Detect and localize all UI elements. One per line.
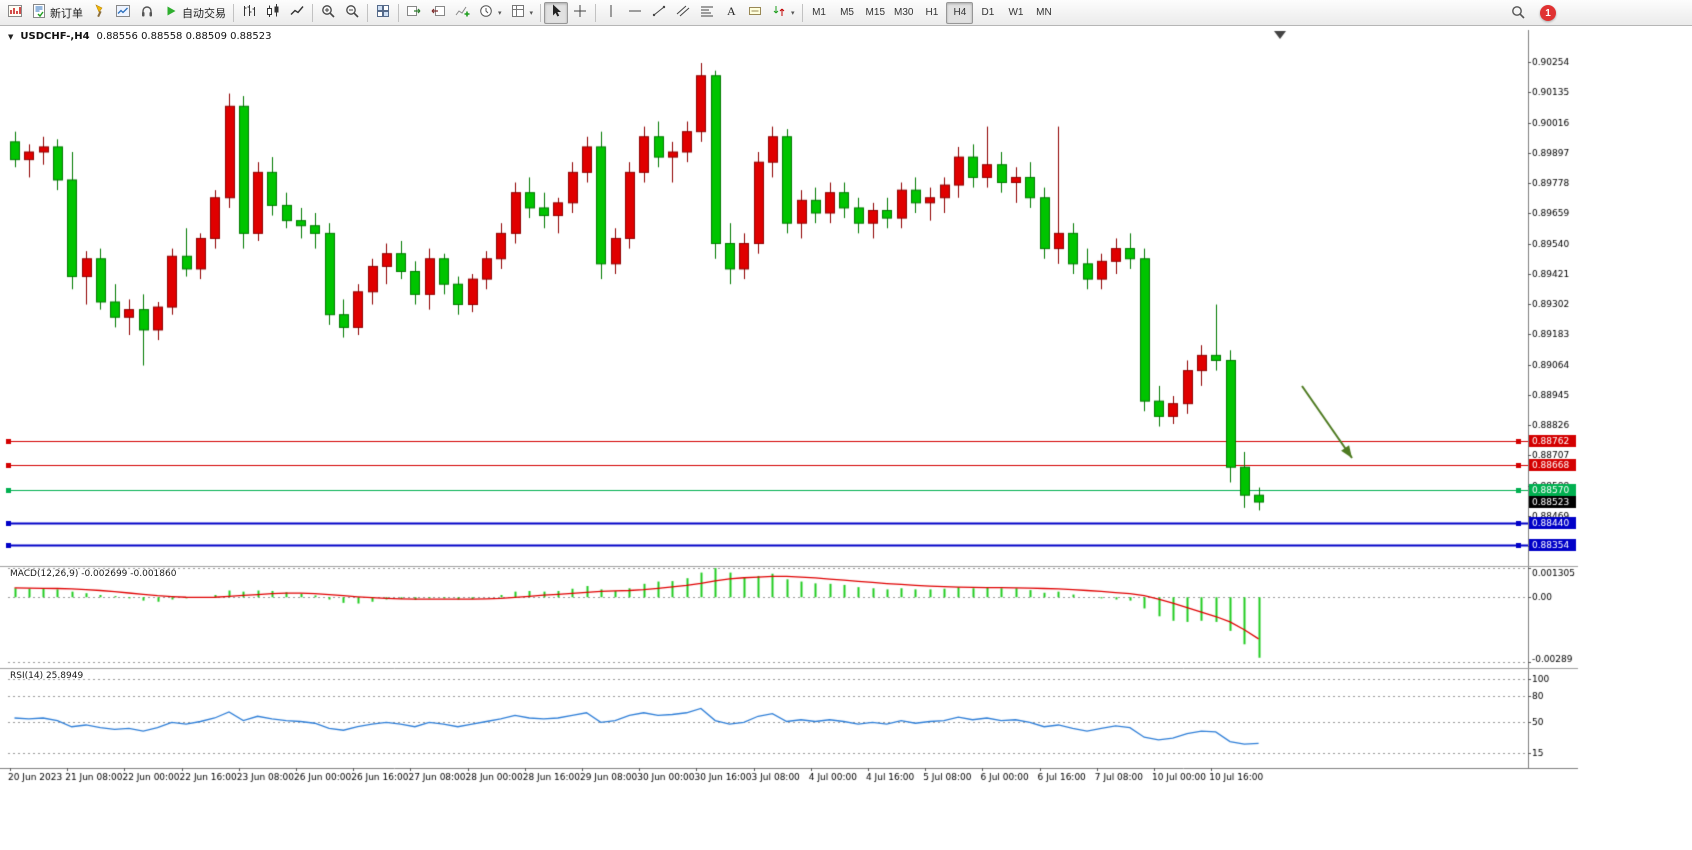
arrows-button[interactable]: ▾ — [767, 2, 799, 24]
notification-badge[interactable]: 1 — [1540, 5, 1556, 21]
trendline-button[interactable] — [647, 2, 671, 24]
torch-icon — [91, 3, 107, 22]
crosshair-icon — [572, 3, 588, 22]
trendline-icon — [651, 3, 667, 22]
fibonacci-icon — [699, 3, 715, 22]
horizontal-line-icon — [627, 3, 643, 22]
vertical-line-button[interactable] — [599, 2, 623, 24]
rsi-indicator-label: RSI(14) 25.8949 — [10, 671, 84, 681]
search-icon — [1510, 4, 1526, 23]
text-label-button[interactable] — [743, 2, 767, 24]
line-chart-button[interactable] — [285, 2, 309, 24]
new-order-icon — [31, 3, 47, 22]
chart-shift-button[interactable] — [426, 2, 450, 24]
chevron-down-icon: ▾ — [498, 9, 502, 17]
text-icon: A — [723, 3, 739, 22]
toolbar-right-group: 1 — [1506, 2, 1556, 24]
cursor-button[interactable] — [544, 1, 569, 24]
timeframe-m1-button[interactable]: M1 — [806, 2, 833, 24]
zoom-in-button[interactable] — [316, 2, 340, 24]
sound-button[interactable] — [135, 2, 159, 24]
chart-title: ▼ USDCHF-,H4 0.88556 0.88558 0.88509 0.8… — [8, 31, 271, 42]
search-button[interactable] — [1506, 2, 1530, 24]
toolbar-separator — [233, 3, 234, 22]
toolbar-separator — [801, 3, 803, 22]
timeframe-h4-button[interactable]: H4 — [946, 1, 974, 24]
chart-expander-icon[interactable]: ▼ — [8, 32, 14, 41]
autotrading-button[interactable]: 自动交易 — [159, 2, 230, 24]
new-order-label: 新订单 — [50, 7, 83, 20]
new-chart-icon — [7, 3, 23, 22]
text-label-icon — [747, 3, 763, 22]
macd-indicator-label: MACD(12,26,9) -0.002699 -0.001860 — [10, 569, 177, 579]
periods-button[interactable]: ▾ — [474, 2, 506, 24]
timeframe-m30-button[interactable]: M30 — [890, 2, 917, 24]
timeframe-m15-button[interactable]: M15 — [862, 2, 889, 24]
zoom-in-icon — [320, 3, 336, 22]
timeframe-group: M1 M5 M15 M30 H1 H4 D1 W1 MN — [806, 1, 1058, 24]
line-chart-icon — [289, 3, 305, 22]
auto-scroll-button[interactable] — [402, 2, 426, 24]
candlestick-chart-button[interactable] — [261, 2, 285, 24]
text-button[interactable]: A — [719, 2, 743, 24]
toolbar-separator — [595, 3, 597, 22]
svg-text:A: A — [727, 4, 736, 18]
clock-icon — [478, 3, 494, 22]
toolbar-separator — [540, 3, 542, 22]
equidistant-channel-button[interactable] — [671, 2, 695, 24]
timeframe-d1-button[interactable]: D1 — [974, 2, 1001, 24]
horizontal-line-button[interactable] — [623, 2, 647, 24]
timeframe-w1-button[interactable]: W1 — [1002, 2, 1029, 24]
toolbar-separator — [312, 3, 313, 22]
vertical-line-icon — [603, 3, 619, 22]
zoom-out-button[interactable] — [340, 2, 364, 24]
market-watch-icon — [115, 3, 131, 22]
channel-icon — [675, 3, 691, 22]
crosshair-button[interactable] — [568, 2, 592, 24]
spotlight-button[interactable] — [87, 2, 111, 24]
toolbar-separator — [367, 3, 368, 22]
chevron-down-icon: ▾ — [791, 9, 795, 17]
toolbar-separator — [398, 3, 399, 22]
autotrading-play-icon — [163, 3, 179, 22]
new-order-button[interactable]: 新订单 — [27, 2, 87, 24]
bar-chart-icon — [241, 3, 257, 22]
templates-icon — [510, 3, 526, 22]
autotrading-label: 自动交易 — [182, 7, 226, 20]
indicators-button[interactable] — [450, 2, 474, 24]
timeframe-mn-button[interactable]: MN — [1030, 2, 1057, 24]
market-watch-button[interactable] — [111, 2, 135, 24]
ohlc-values: 0.88556 0.88558 0.88509 0.88523 — [96, 31, 272, 42]
headphones-icon — [139, 3, 155, 22]
zoom-out-icon — [344, 3, 360, 22]
chart-shift-icon — [430, 3, 446, 22]
new-chart-button[interactable] — [3, 2, 27, 24]
chevron-down-icon: ▾ — [529, 9, 534, 17]
fibonacci-button[interactable] — [695, 2, 719, 24]
symbol-period-label: USDCHF-,H4 — [20, 31, 90, 42]
tile-windows-button[interactable] — [371, 2, 395, 24]
auto-scroll-icon — [406, 3, 422, 22]
templates-button[interactable]: ▾ — [506, 2, 538, 24]
arrow-symbols-icon — [771, 3, 787, 22]
timeframe-h1-button[interactable]: H1 — [918, 2, 945, 24]
tile-windows-icon — [375, 3, 391, 22]
bar-chart-button[interactable] — [237, 2, 261, 24]
indicators-plus-icon — [454, 3, 470, 22]
cursor-icon — [548, 3, 564, 22]
timeframe-m5-button[interactable]: M5 — [834, 2, 861, 24]
toolbar: 新订单 自动交易 ▾ — [0, 0, 1692, 26]
candlestick-chart-icon — [265, 3, 281, 22]
